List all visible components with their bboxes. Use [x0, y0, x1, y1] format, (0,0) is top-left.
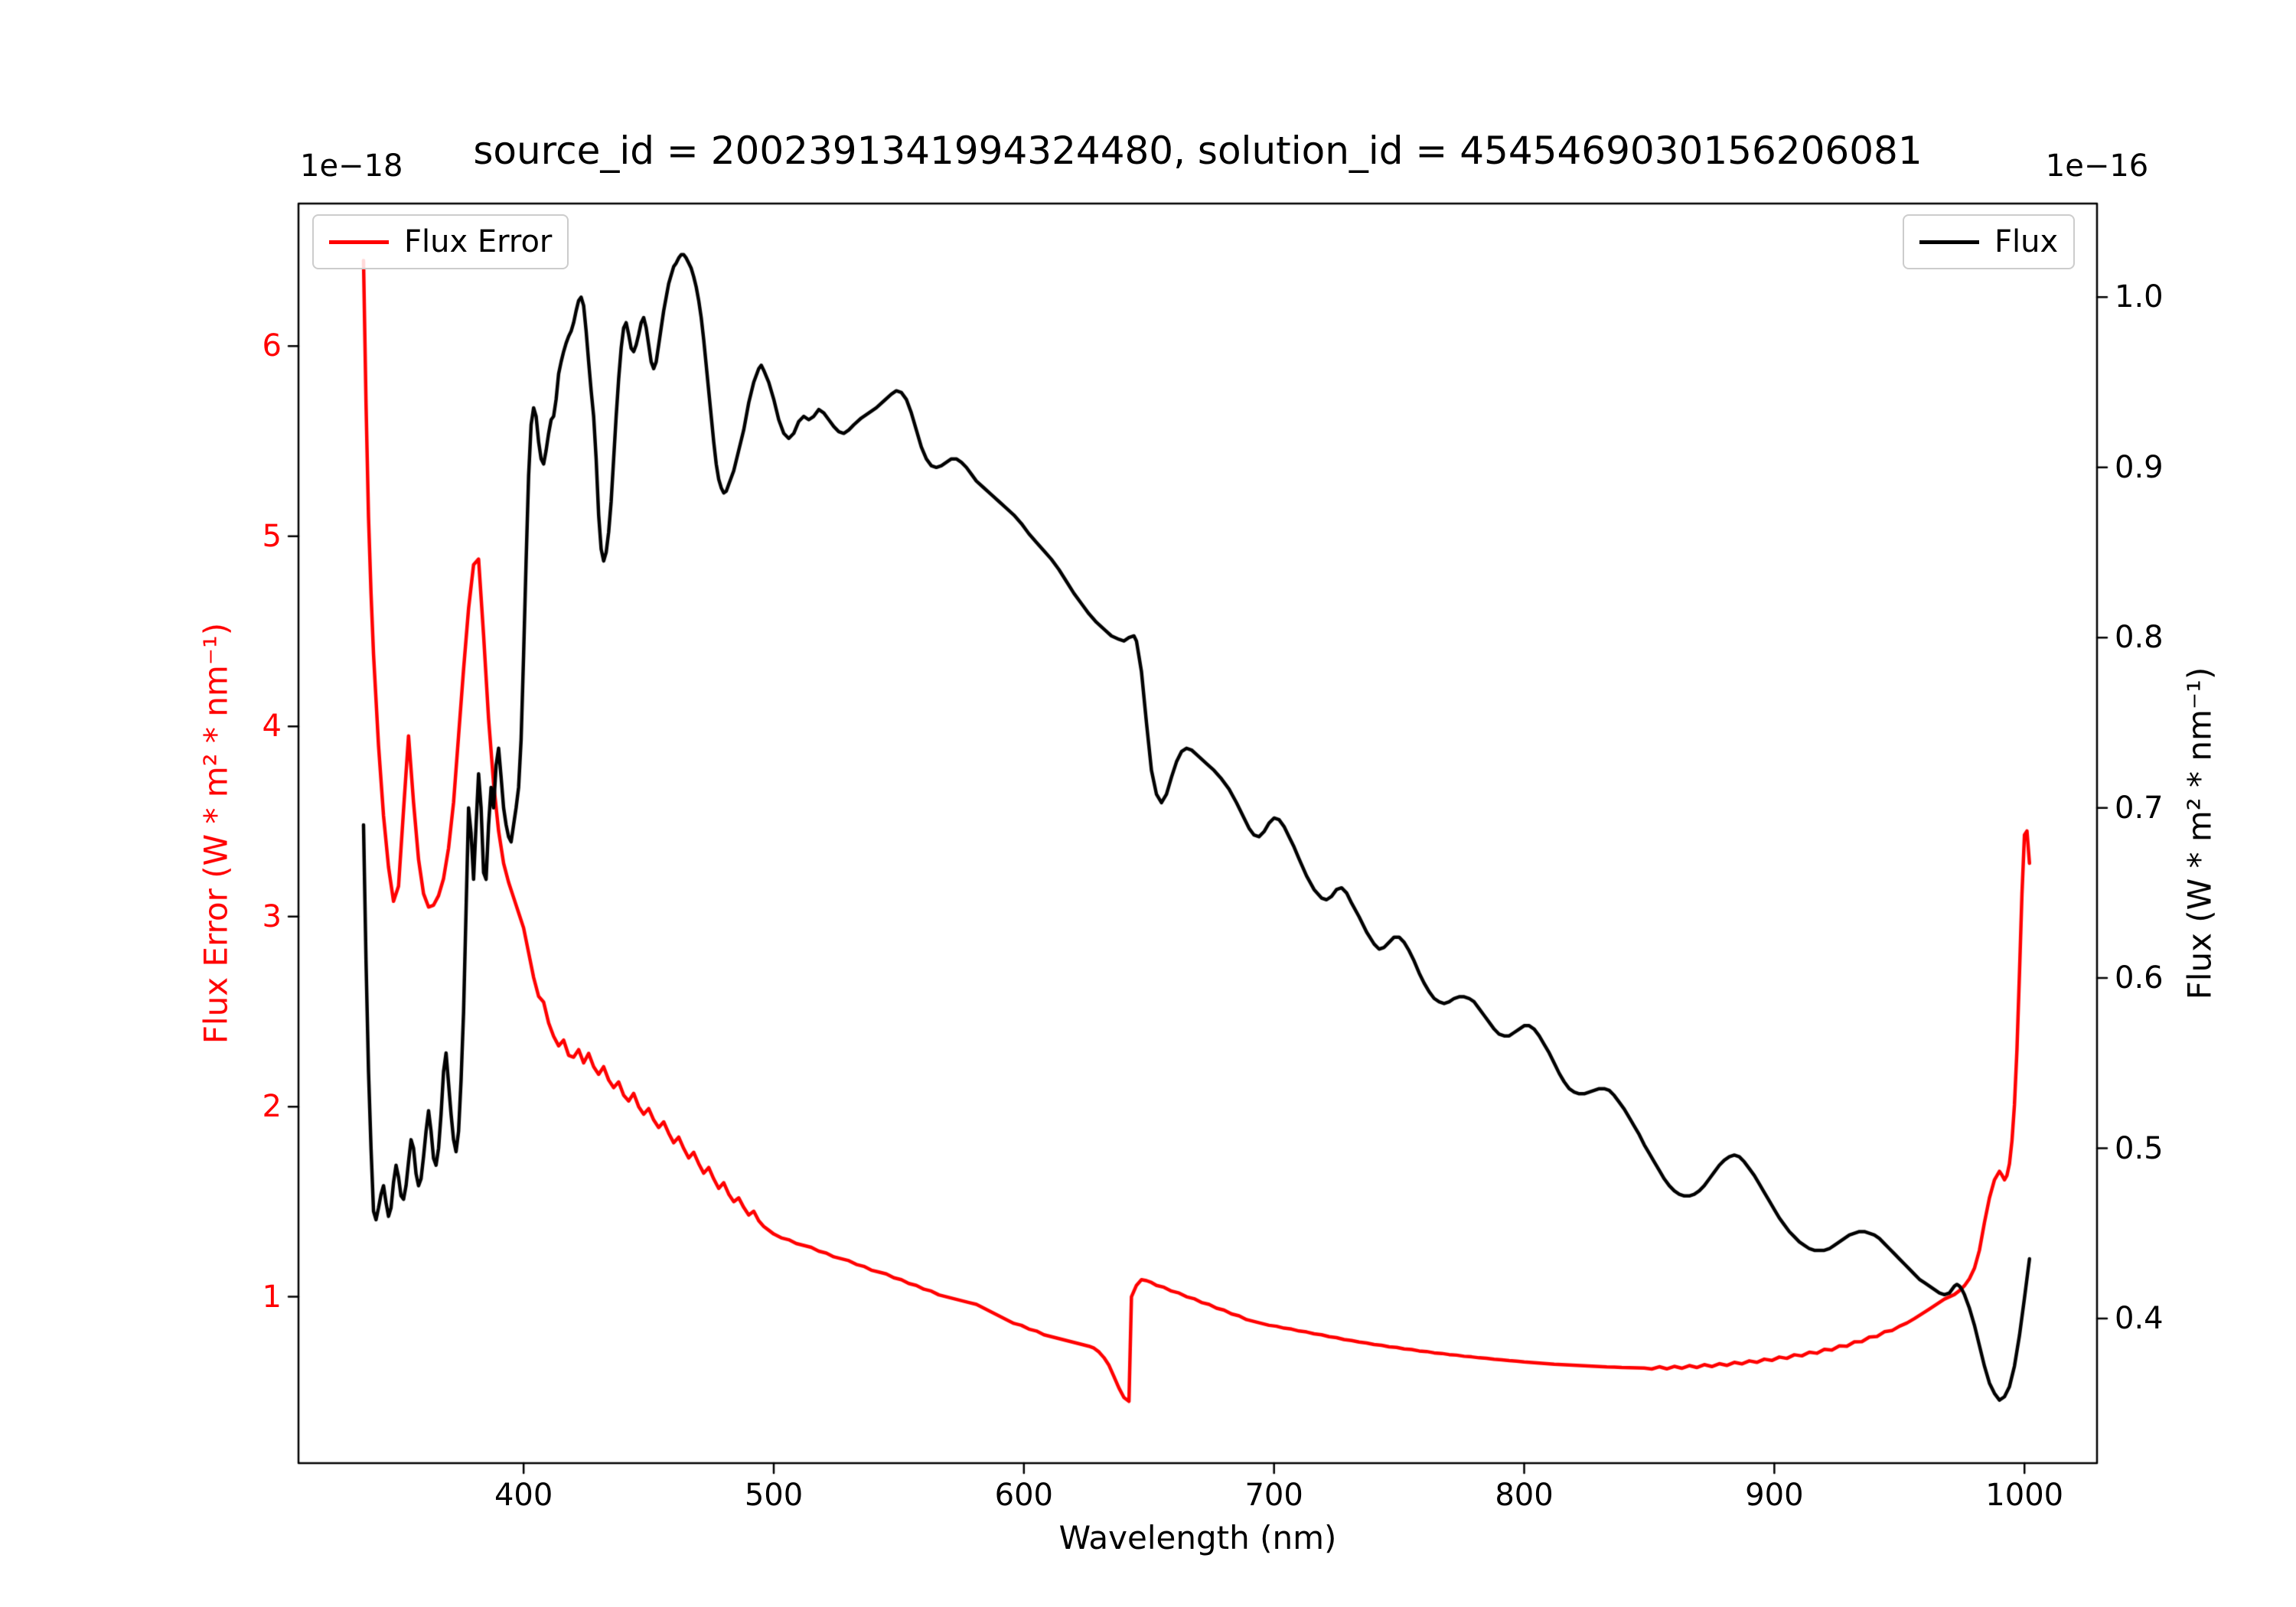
left-y-tick-label: 2 — [262, 1089, 282, 1125]
x-tick-label: 900 — [1745, 1478, 1804, 1513]
chart-title: source_id = 2002391341994324480, solutio… — [473, 129, 1923, 173]
x-tick-label: 1000 — [1985, 1478, 2064, 1513]
x-tick-label: 500 — [744, 1478, 804, 1513]
left-y-tick-label: 6 — [262, 328, 282, 364]
right-y-axis-label: Flux (W * m² * nm⁻¹) — [2180, 667, 2219, 1000]
left-y-tick-label: 1 — [262, 1279, 282, 1315]
left-y-tick-label: 4 — [262, 709, 282, 745]
x-tick-label: 600 — [994, 1478, 1054, 1513]
right-y-tick-label: 0.7 — [2115, 790, 2164, 826]
x-tick-label: 400 — [494, 1478, 553, 1513]
right-y-tick-label: 0.6 — [2115, 960, 2164, 996]
flux-error-line-icon — [329, 240, 389, 244]
right-y-tick-label: 0.9 — [2115, 449, 2164, 485]
left-y-axis-label: Flux Error (W * m² * nm⁻¹) — [197, 622, 235, 1045]
legend-flux-label: Flux — [1994, 224, 2059, 259]
right-y-tick-label: 1.0 — [2115, 279, 2164, 315]
left-y-tick-label: 5 — [262, 518, 282, 554]
right-y-tick-label: 0.4 — [2115, 1300, 2164, 1336]
x-tick-label: 800 — [1495, 1478, 1554, 1513]
legend-flux-error: Flux Error — [312, 214, 569, 269]
flux-line-icon — [1919, 240, 1979, 244]
x-axis-label: Wavelength (nm) — [1058, 1519, 1337, 1556]
left-y-tick-label: 3 — [262, 898, 282, 934]
x-tick-label: 700 — [1244, 1478, 1303, 1513]
right-axis-offset: 1e−16 — [2045, 148, 2149, 184]
left-axis-offset: 1e−18 — [300, 148, 403, 184]
legend-flux-error-label: Flux Error — [404, 224, 553, 259]
right-y-tick-label: 0.5 — [2115, 1130, 2164, 1166]
right-y-tick-label: 0.8 — [2115, 620, 2164, 656]
legend-flux: Flux — [1903, 214, 2076, 269]
